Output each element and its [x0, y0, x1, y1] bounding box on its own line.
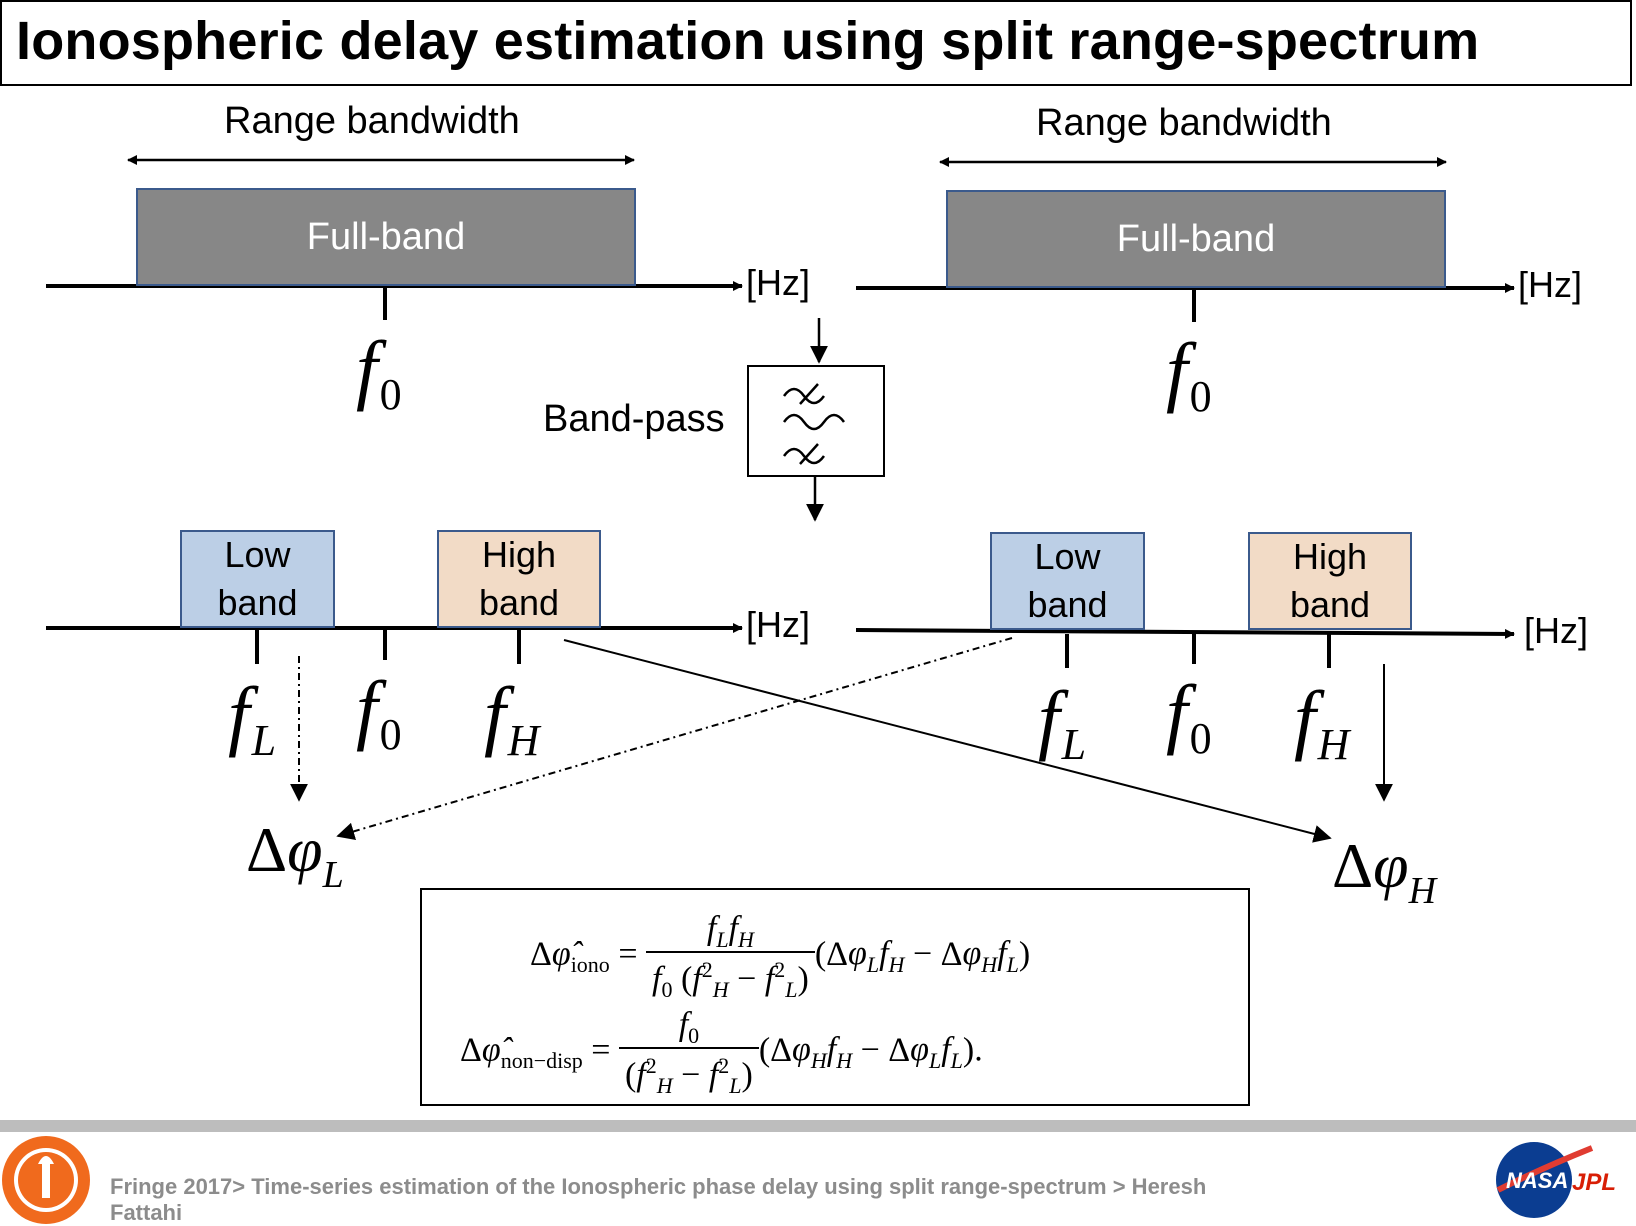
right-f0-symbol: f0	[1166, 327, 1212, 421]
right-bandwidth-label: Range bandwidth	[1036, 102, 1332, 144]
left-low-band-label-1: Low	[224, 534, 291, 575]
left-low-band-label-2: band	[217, 582, 298, 623]
right-fL-symbol: fL	[1038, 675, 1087, 769]
right-low-band-label-1: Low	[1034, 536, 1101, 577]
left-full-band-label: Full-band	[306, 215, 466, 258]
left-high-band-label-2: band	[478, 582, 560, 623]
right-high-band-label-2: band	[1289, 584, 1371, 625]
equation-iono: Δφ̂iono = fLfH f0 (f2H − f2L) (ΔφLfH − ΔφH…	[530, 910, 1031, 1002]
delta-phi-L: ΔφL	[246, 814, 344, 896]
right-full-band-box: Full-band	[946, 190, 1446, 288]
equation-box: Δφ̂iono = fLfH f0 (f2H − f2L) (ΔφLfH − ΔφH…	[420, 888, 1250, 1106]
delta-phi-H: ΔφH	[1332, 830, 1437, 912]
left-fL-symbol: fL	[228, 671, 277, 765]
right-high-band-label-1: High	[1292, 536, 1368, 577]
slide-title: Ionospheric delay estimation using split…	[16, 11, 1480, 71]
right-low-band-box: Low band	[990, 532, 1145, 630]
footer-text: Fringe 2017> Time-series estimation of t…	[110, 1174, 1207, 1225]
left-f0b-symbol: f0	[356, 665, 402, 759]
right-bottom-axis	[855, 628, 1515, 639]
left-hz-top: [Hz]	[746, 262, 811, 303]
right-fH-symbol: fH	[1294, 675, 1350, 769]
equation-non-disp: Δφ̂non−disp = f0 (f2H − f2L) (ΔφHfH − ΔφLf…	[460, 1006, 983, 1098]
caltech-seal-logo	[2, 1136, 90, 1224]
right-low-band-label-2: band	[1027, 584, 1108, 625]
left-bandwidth-label: Range bandwidth	[224, 100, 520, 142]
footer-divider	[0, 1120, 1636, 1132]
bandpass-label: Band-pass	[543, 398, 725, 440]
left-low-band-box: Low band	[180, 530, 335, 628]
left-high-band-box: High band	[437, 530, 601, 628]
left-f0-symbol: f0	[356, 325, 402, 419]
right-hz-top: [Hz]	[1518, 264, 1583, 305]
right-full-band-label: Full-band	[1116, 217, 1276, 260]
left-fH-solid-arrow	[563, 639, 1332, 843]
right-f0b-symbol: f0	[1166, 669, 1212, 763]
right-high-band-box: High band	[1248, 532, 1412, 630]
left-fH-symbol: fH	[484, 671, 540, 765]
left-hz-bottom: [Hz]	[746, 604, 811, 645]
nasa-jpl-logo: NASA JPL	[1496, 1142, 1616, 1218]
title-box: Ionospheric delay estimation using split…	[0, 0, 1632, 86]
bandpass-filter-icon	[747, 365, 885, 477]
right-hz-bottom: [Hz]	[1524, 610, 1589, 651]
svg-text:JPL: JPL	[1572, 1169, 1616, 1196]
right-fL-dotted-arrow	[336, 637, 1013, 841]
left-full-band-box: Full-band	[136, 188, 636, 286]
left-high-band-label-1: High	[481, 534, 557, 575]
svg-text:NASA: NASA	[1506, 1168, 1568, 1193]
